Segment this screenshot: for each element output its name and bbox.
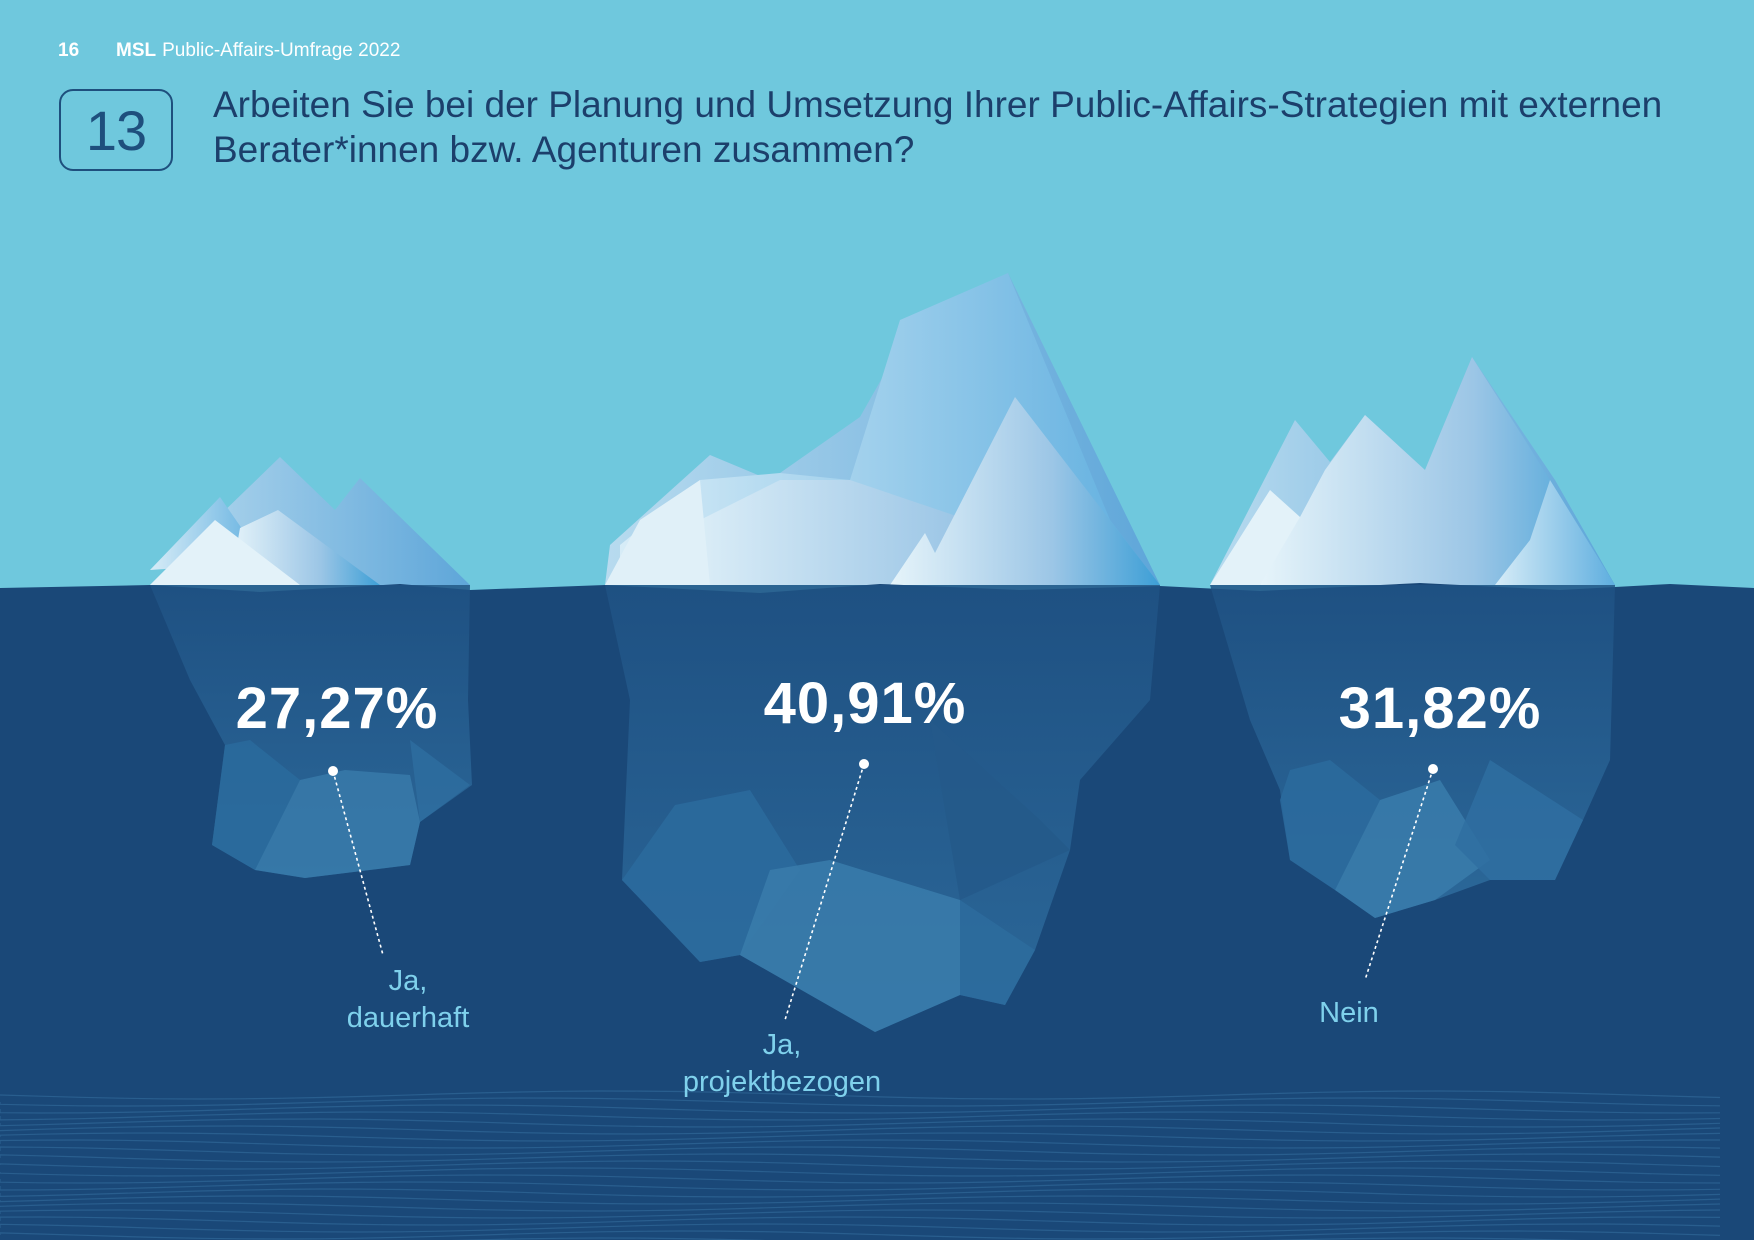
category-label-line: Ja, [388,965,428,997]
wave-line [0,1216,1721,1226]
wave-line [0,1202,1721,1212]
category-label-ja-projektbezogen: Ja, projektbezogen [652,1027,912,1101]
category-label-line: Ja, [762,1029,802,1061]
question-number-box: 13 [59,89,173,171]
wave-line [0,1167,1721,1177]
wave-line [0,1111,1721,1121]
value-label-nein: 31,82% [1338,676,1542,741]
category-label-ja-dauerhaft: Ja, dauerhaft [278,963,538,1037]
wave-line [0,1132,1721,1142]
wave-line [0,1146,1721,1156]
wave-line [0,1209,1721,1219]
wave-line [0,1174,1721,1184]
question-text: Arbeiten Sie bei der Planung und Umsetzu… [213,84,1663,170]
category-label-nein: Nein [1219,995,1479,1032]
wave-line [0,1153,1721,1163]
category-label-line: Nein [1319,997,1379,1029]
question-number: 13 [85,98,147,162]
iceberg-right-underwater [1210,585,1615,918]
wave-line [0,1097,1721,1107]
iceberg-middle-top [605,273,1160,585]
iceberg-left-top [150,457,470,585]
leader-dots [328,759,1438,776]
brand-name: MSL [116,40,157,61]
wave-line [0,1160,1721,1170]
publication-title: Public-Affairs-Umfrage 2022 [162,40,401,61]
value-label-ja-dauerhaft: 27,27% [235,676,439,741]
wave-line [0,1223,1721,1233]
wave-line [0,1188,1721,1198]
category-label-line: dauerhaft [346,1002,470,1034]
wave-line [0,1195,1721,1205]
iceberg-right-top [1210,357,1615,585]
wave-line [0,1090,1721,1100]
wave-line [0,1139,1720,1149]
wave-line [450,1237,1582,1240]
page-header: 16 MSL Public-Affairs-Umfrage 2022 [58,40,400,62]
wave-line [0,1125,1721,1135]
category-label-line: projektbezogen [682,1066,882,1098]
iceberg-left-underwater [150,585,472,878]
iceberg-middle-underwater [605,585,1160,1032]
wave-line [0,1230,1721,1240]
value-label-ja-projektbezogen: 40,91% [763,671,967,736]
page-number: 16 [58,40,80,61]
wave-line [0,1104,1721,1114]
wave-line [0,1118,1721,1128]
water-waves [0,1090,1721,1240]
leader-lines [332,763,1434,1021]
wave-line [0,1181,1721,1191]
